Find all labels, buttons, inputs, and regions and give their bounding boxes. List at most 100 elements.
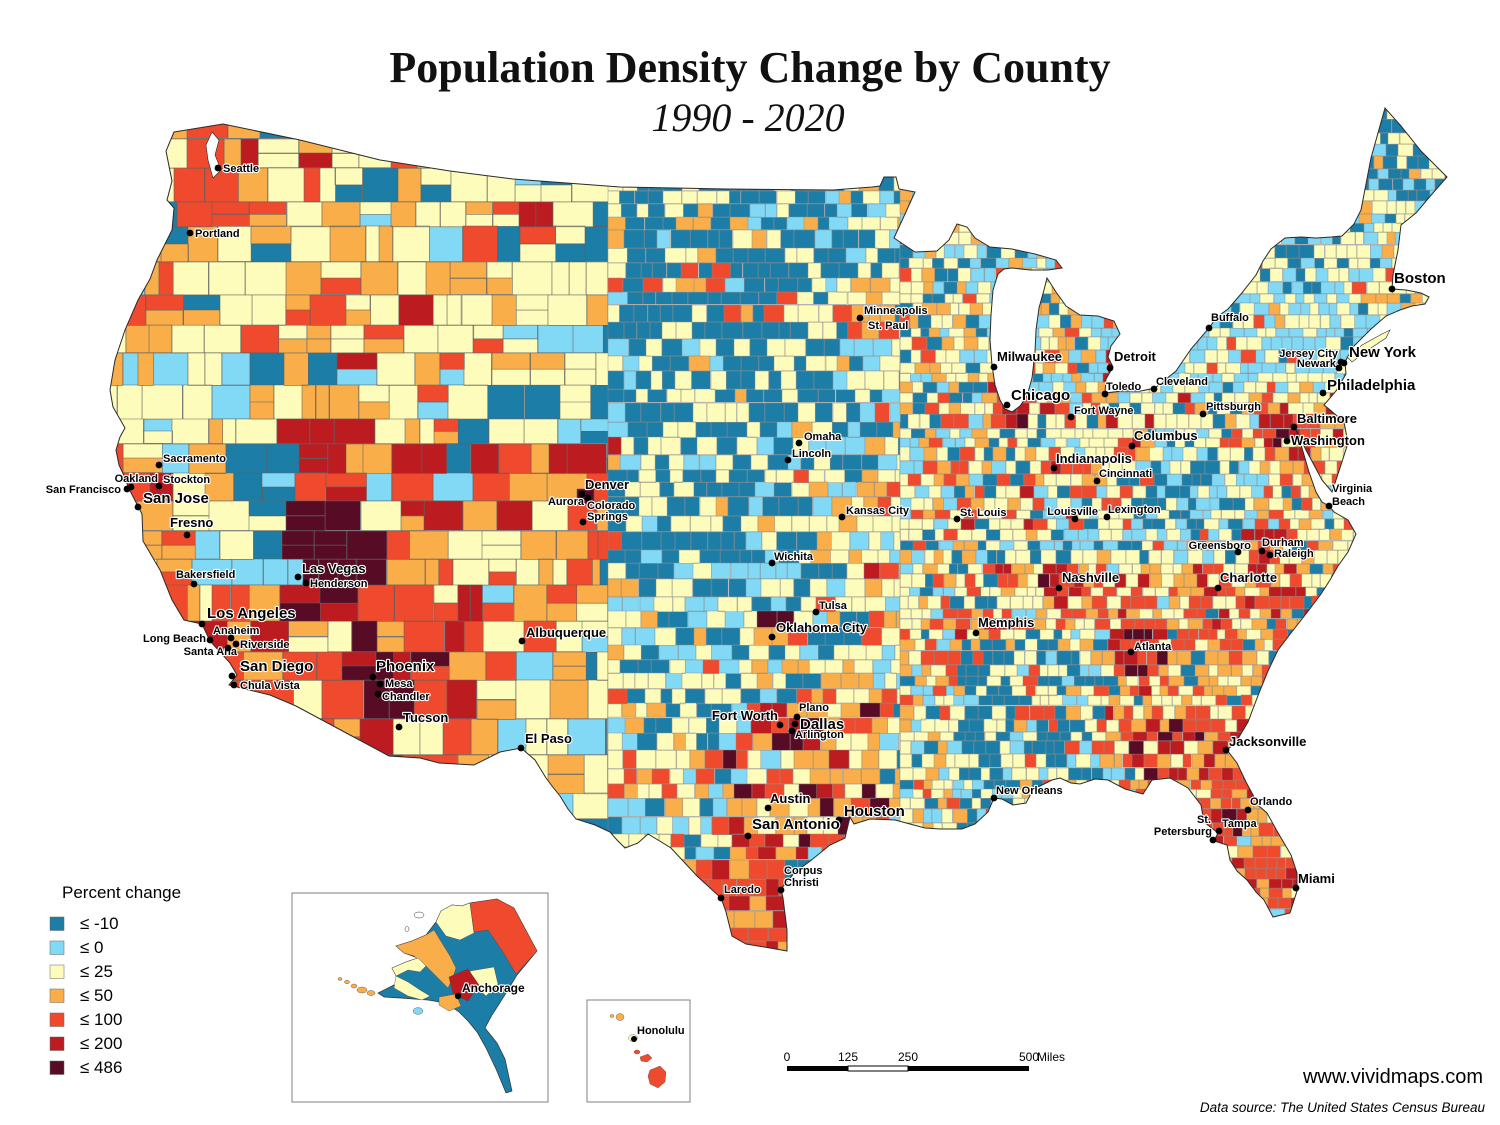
svg-text:Honolulu: Honolulu <box>637 1025 685 1037</box>
svg-text:Oklahoma City: Oklahoma City <box>776 620 868 635</box>
svg-text:Sacramento: Sacramento <box>163 453 226 465</box>
svg-text:St. Paul: St. Paul <box>868 320 908 332</box>
svg-text:Tulsa: Tulsa <box>819 600 848 612</box>
svg-text:Tampa: Tampa <box>1222 818 1258 830</box>
svg-text:San Jose: San Jose <box>143 490 209 507</box>
svg-text:Petersburg: Petersburg <box>1154 826 1212 838</box>
svg-text:Wichita: Wichita <box>774 551 814 563</box>
svg-text:Austin: Austin <box>770 791 811 806</box>
svg-text:St. Louis: St. Louis <box>960 507 1006 519</box>
svg-text:Chandler: Chandler <box>382 691 430 703</box>
svg-text:New Orleans: New Orleans <box>996 785 1063 797</box>
svg-text:Los Angeles: Los Angeles <box>207 605 296 622</box>
svg-text:Louisville: Louisville <box>1047 506 1098 518</box>
svg-text:San Antonio: San Antonio <box>752 816 840 833</box>
svg-text:Dallas: Dallas <box>800 716 844 733</box>
svg-text:Riverside: Riverside <box>240 639 290 651</box>
svg-text:Colorado: Colorado <box>587 500 636 512</box>
svg-text:Population Density Change by C: Population Density Change by County <box>389 43 1110 92</box>
svg-text:≤ 25: ≤ 25 <box>80 962 113 981</box>
svg-text:St.: St. <box>1197 814 1211 826</box>
svg-text:Boston: Boston <box>1394 270 1446 287</box>
svg-text:≤ 486: ≤ 486 <box>80 1058 122 1077</box>
svg-text:Greensboro: Greensboro <box>1189 540 1252 552</box>
svg-text:Omaha: Omaha <box>804 431 842 443</box>
svg-text:Nashville: Nashville <box>1062 570 1119 585</box>
svg-text:Laredo: Laredo <box>724 884 761 896</box>
svg-text:Houston: Houston <box>844 803 905 820</box>
svg-text:Minneapolis: Minneapolis <box>864 305 928 317</box>
svg-text:Arlington: Arlington <box>795 729 844 741</box>
svg-text:www.vividmaps.com: www.vividmaps.com <box>1302 1066 1483 1088</box>
svg-text:0: 0 <box>784 1050 791 1064</box>
svg-text:Anchorage: Anchorage <box>462 981 525 995</box>
svg-text:Detroit: Detroit <box>1114 349 1157 364</box>
svg-text:Baltimore: Baltimore <box>1297 411 1357 426</box>
svg-text:Data source: The United States: Data source: The United States Census Bu… <box>1200 1100 1486 1115</box>
svg-text:Seattle: Seattle <box>223 163 259 175</box>
svg-text:250: 250 <box>898 1050 918 1064</box>
svg-text:Indianapolis: Indianapolis <box>1056 451 1132 466</box>
svg-text:Lincoln: Lincoln <box>792 448 831 460</box>
svg-text:Portland: Portland <box>195 228 240 240</box>
svg-text:Durham: Durham <box>1262 537 1304 549</box>
svg-text:Denver: Denver <box>585 477 629 492</box>
svg-text:Newark: Newark <box>1297 358 1337 370</box>
svg-text:Corpus: Corpus <box>784 865 823 877</box>
svg-text:Mesa: Mesa <box>385 678 413 690</box>
svg-text:Lexington: Lexington <box>1108 504 1161 516</box>
svg-text:Christi: Christi <box>784 877 819 889</box>
svg-text:Las Vegas: Las Vegas <box>302 561 366 576</box>
svg-text:Milwaukee: Milwaukee <box>997 349 1062 364</box>
svg-text:Plano: Plano <box>799 702 829 714</box>
svg-text:Tucson: Tucson <box>403 710 448 725</box>
svg-text:≤ -10: ≤ -10 <box>80 914 119 933</box>
svg-text:Philadelphia: Philadelphia <box>1327 377 1416 394</box>
svg-text:Long Beach: Long Beach <box>143 633 206 645</box>
svg-text:≤ 50: ≤ 50 <box>80 986 113 1005</box>
svg-text:≤ 200: ≤ 200 <box>80 1034 122 1053</box>
svg-text:Fort Worth: Fort Worth <box>712 708 778 723</box>
svg-text:Atlanta: Atlanta <box>1134 641 1172 653</box>
svg-text:≤ 100: ≤ 100 <box>80 1010 122 1029</box>
svg-text:Phoenix: Phoenix <box>376 658 435 675</box>
svg-text:San Diego: San Diego <box>240 658 313 675</box>
svg-text:Beach: Beach <box>1332 496 1365 508</box>
svg-text:Jacksonville: Jacksonville <box>1229 734 1306 749</box>
svg-text:Pittsburgh: Pittsburgh <box>1206 401 1261 413</box>
svg-text:Kansas City: Kansas City <box>846 505 910 517</box>
svg-text:Virginia: Virginia <box>1332 483 1373 495</box>
svg-text:Washington: Washington <box>1291 433 1365 448</box>
svg-text:Cincinnati: Cincinnati <box>1099 468 1152 480</box>
svg-text:Charlotte: Charlotte <box>1220 570 1277 585</box>
svg-text:Henderson: Henderson <box>310 578 368 590</box>
svg-text:Fresno: Fresno <box>170 515 213 530</box>
svg-text:Miles: Miles <box>1037 1050 1065 1064</box>
svg-text:Stockton: Stockton <box>163 474 210 486</box>
svg-text:San Francisco: San Francisco <box>46 484 121 496</box>
svg-text:Percent change: Percent change <box>62 883 181 902</box>
svg-text:Jersey City: Jersey City <box>1279 348 1339 360</box>
svg-text:El Paso: El Paso <box>525 731 572 746</box>
svg-text:Anaheim: Anaheim <box>213 625 260 637</box>
svg-text:Cleveland: Cleveland <box>1156 376 1208 388</box>
svg-text:Bakersfield: Bakersfield <box>176 569 235 581</box>
svg-text:500: 500 <box>1019 1050 1039 1064</box>
svg-text:Raleigh: Raleigh <box>1274 548 1314 560</box>
svg-text:Orlando: Orlando <box>1250 796 1292 808</box>
svg-text:New York: New York <box>1349 344 1417 361</box>
svg-text:Fort Wayne: Fort Wayne <box>1074 405 1134 417</box>
svg-text:Buffalo: Buffalo <box>1211 312 1249 324</box>
svg-text:1990 - 2020: 1990 - 2020 <box>651 95 844 140</box>
svg-text:Memphis: Memphis <box>978 615 1034 630</box>
svg-text:Miami: Miami <box>1298 871 1335 886</box>
svg-text:Chicago: Chicago <box>1011 387 1070 404</box>
svg-text:Springs: Springs <box>587 511 628 523</box>
svg-text:Aurora: Aurora <box>548 496 585 508</box>
svg-text:Oakland: Oakland <box>115 473 158 485</box>
svg-text:≤ 0: ≤ 0 <box>80 938 104 957</box>
svg-text:Toledo: Toledo <box>1106 381 1142 393</box>
svg-text:Chula Vista: Chula Vista <box>240 680 301 692</box>
svg-text:Albuquerque: Albuquerque <box>526 625 606 640</box>
svg-text:Columbus: Columbus <box>1134 428 1198 443</box>
